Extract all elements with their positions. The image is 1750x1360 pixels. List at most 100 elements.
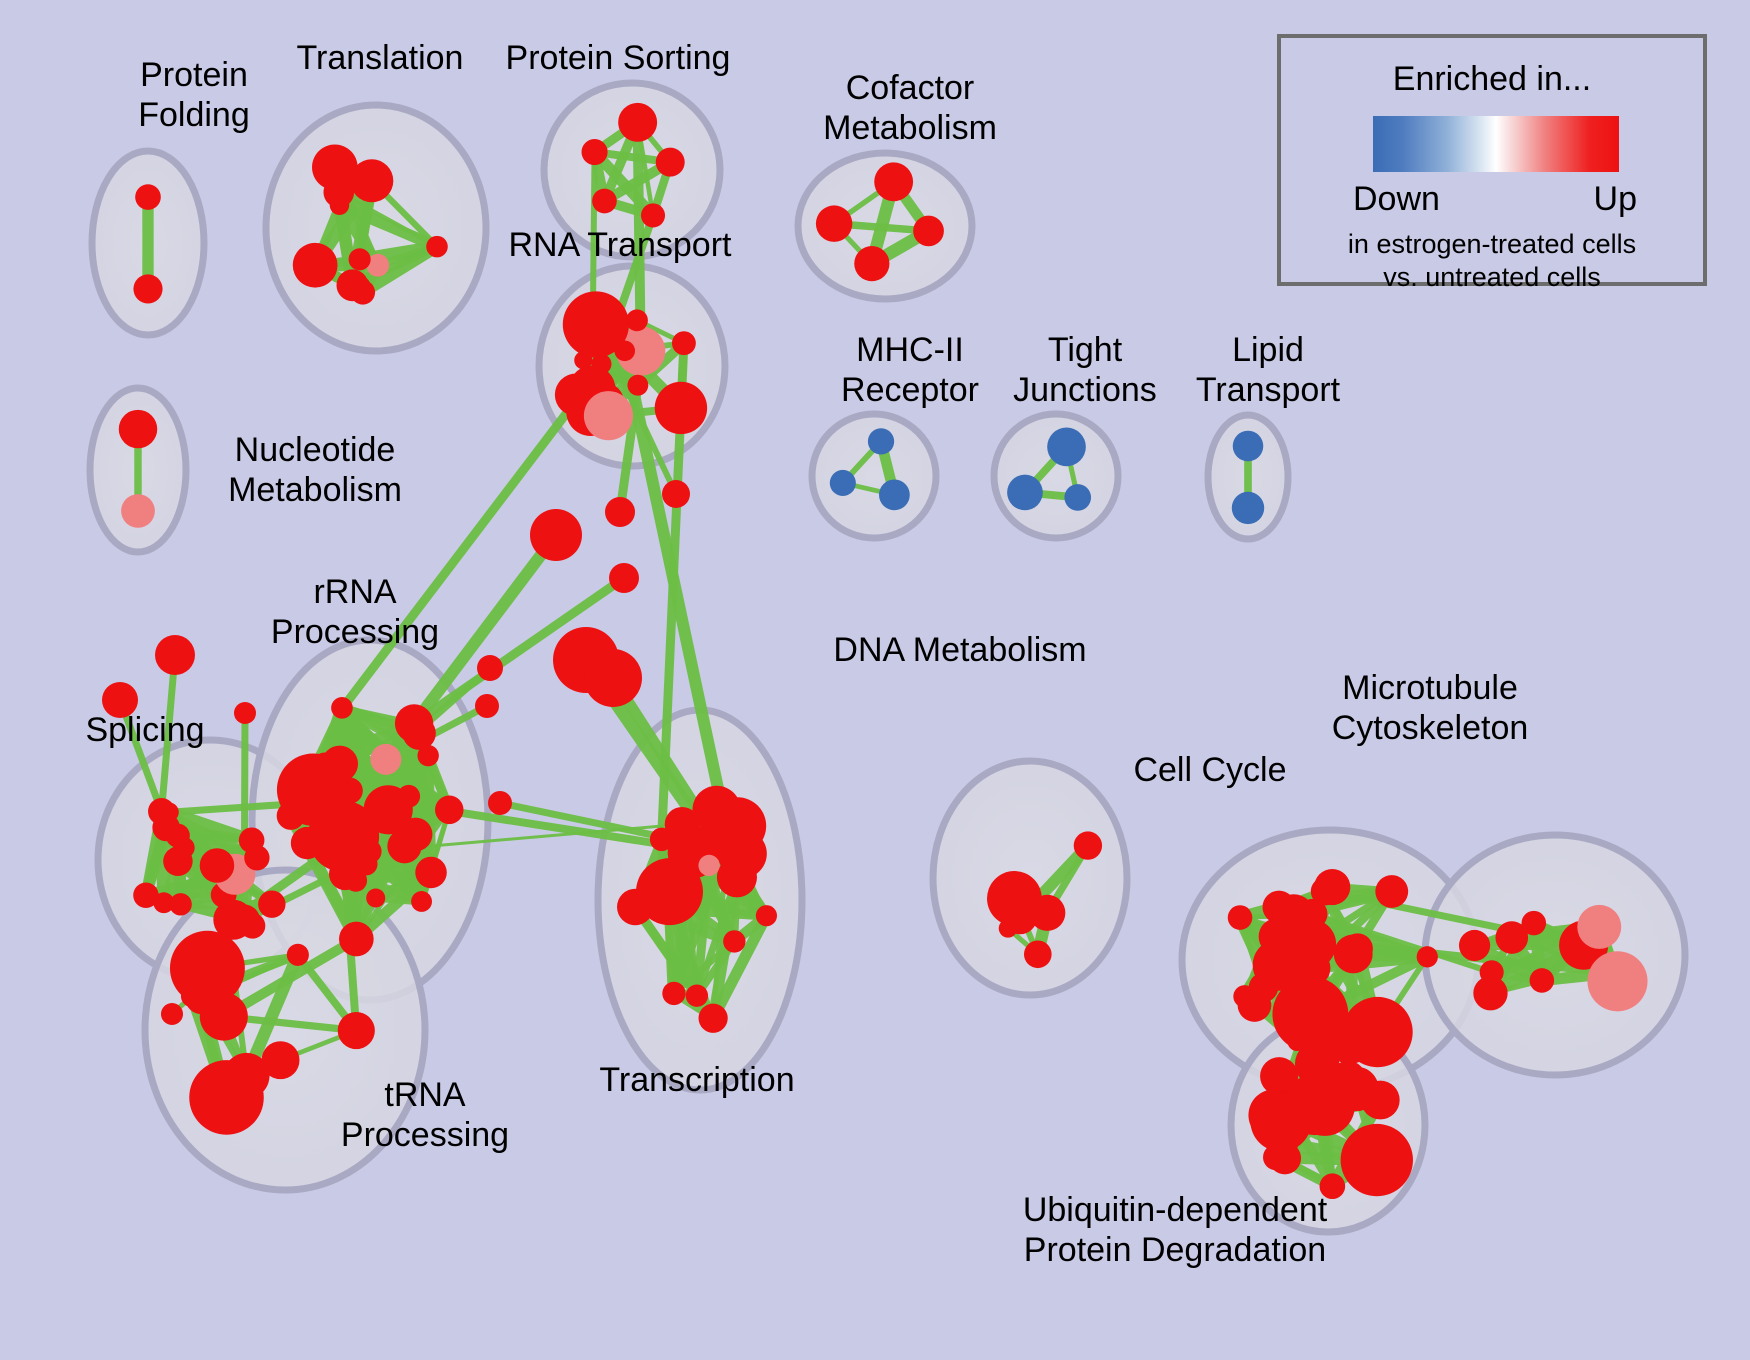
gene-set-node[interactable] (331, 697, 353, 719)
gene-set-node[interactable] (1319, 1173, 1346, 1200)
gene-set-node[interactable] (387, 829, 422, 864)
gene-set-node[interactable] (1073, 831, 1103, 860)
gene-set-node[interactable] (370, 743, 402, 775)
gene-set-node[interactable] (636, 858, 703, 926)
gene-set-node[interactable] (1064, 484, 1092, 511)
gene-set-node[interactable] (366, 888, 386, 908)
gene-set-node[interactable] (337, 1011, 375, 1050)
gene-set-node[interactable] (854, 246, 890, 282)
gene-set-node[interactable] (1333, 934, 1373, 974)
gene-set-node[interactable] (417, 744, 439, 767)
gene-set-node[interactable] (1047, 427, 1086, 467)
gene-set-node[interactable] (189, 1060, 264, 1135)
gene-set-node[interactable] (118, 409, 158, 449)
gene-set-node[interactable] (609, 563, 639, 593)
gene-set-node[interactable] (879, 479, 910, 511)
gene-set-node[interactable] (366, 253, 390, 277)
gene-set-node[interactable] (331, 798, 351, 818)
gene-set-node[interactable] (350, 159, 394, 203)
gene-set-node[interactable] (1495, 921, 1529, 954)
gene-set-node[interactable] (626, 309, 648, 332)
gene-set-node[interactable] (755, 905, 778, 927)
gene-set-node[interactable] (397, 784, 421, 808)
gene-set-node[interactable] (155, 635, 195, 675)
gene-set-node[interactable] (1529, 968, 1555, 993)
gene-set-node[interactable] (698, 854, 720, 877)
gene-set-node[interactable] (1232, 430, 1264, 462)
gene-set-node[interactable] (583, 391, 634, 441)
gene-set-node[interactable] (354, 852, 378, 876)
gene-set-node[interactable] (261, 1041, 300, 1080)
gene-set-node[interactable] (562, 291, 629, 358)
gene-set-node[interactable] (368, 791, 397, 821)
gene-set-node[interactable] (258, 890, 286, 918)
gene-set-node[interactable] (475, 694, 499, 718)
gene-set-node[interactable] (1340, 1123, 1413, 1197)
gene-set-node[interactable] (1252, 939, 1305, 991)
gene-set-node[interactable] (238, 827, 265, 854)
gene-set-node[interactable] (1479, 960, 1504, 985)
gene-set-node[interactable] (344, 869, 368, 892)
gene-set-node[interactable] (616, 326, 666, 376)
gene-set-node[interactable] (234, 702, 256, 724)
gene-set-node[interactable] (321, 745, 359, 783)
gene-set-node[interactable] (165, 823, 190, 848)
gene-set-node[interactable] (1248, 1089, 1301, 1142)
gene-set-node[interactable] (1416, 946, 1438, 968)
gene-set-node[interactable] (1314, 868, 1351, 906)
gene-set-node[interactable] (316, 825, 344, 852)
gene-set-node[interactable] (1029, 894, 1066, 931)
gene-set-node[interactable] (435, 795, 464, 825)
gene-set-node[interactable] (1473, 976, 1508, 1011)
gene-set-node[interactable] (102, 682, 138, 718)
gene-set-node[interactable] (426, 235, 448, 258)
gene-set-node[interactable] (1231, 491, 1265, 525)
gene-set-node[interactable] (323, 176, 355, 208)
gene-set-node[interactable] (627, 374, 649, 396)
gene-set-node[interactable] (286, 943, 309, 966)
gene-set-node[interactable] (199, 848, 235, 883)
gene-set-node[interactable] (1375, 875, 1409, 908)
gene-set-node[interactable] (133, 274, 163, 304)
gene-set-node[interactable] (348, 248, 371, 271)
gene-set-node[interactable] (336, 269, 369, 302)
gene-set-node[interactable] (708, 797, 767, 855)
gene-set-node[interactable] (654, 381, 708, 435)
gene-set-node[interactable] (530, 509, 582, 561)
gene-set-node[interactable] (913, 215, 944, 247)
gene-set-node[interactable] (662, 981, 686, 1006)
gene-set-node[interactable] (874, 162, 914, 202)
gene-set-node[interactable] (592, 188, 617, 214)
gene-set-node[interactable] (815, 205, 853, 242)
gene-set-node[interactable] (1329, 1060, 1367, 1098)
gene-set-node[interactable] (161, 1003, 183, 1025)
gene-set-node[interactable] (640, 203, 666, 228)
gene-set-node[interactable] (1272, 894, 1315, 937)
gene-set-node[interactable] (121, 494, 155, 528)
gene-set-node[interactable] (169, 930, 245, 1006)
gene-set-node[interactable] (1227, 905, 1253, 930)
gene-set-node[interactable] (671, 331, 696, 356)
gene-set-node[interactable] (1263, 1144, 1290, 1171)
gene-set-node[interactable] (662, 480, 690, 508)
gene-set-node[interactable] (411, 891, 432, 912)
gene-set-node[interactable] (415, 856, 447, 889)
gene-set-node[interactable] (685, 984, 709, 1007)
gene-set-node[interactable] (1023, 940, 1052, 969)
gene-set-node[interactable] (290, 826, 324, 860)
gene-set-node[interactable] (153, 892, 175, 914)
gene-set-node[interactable] (1458, 929, 1491, 962)
gene-set-node[interactable] (312, 144, 358, 191)
gene-set-node[interactable] (317, 788, 338, 809)
gene-set-node[interactable] (488, 791, 512, 815)
gene-set-node[interactable] (292, 242, 338, 288)
gene-set-node[interactable] (605, 497, 635, 527)
gene-set-node[interactable] (1260, 1057, 1299, 1096)
gene-set-node[interactable] (169, 893, 192, 916)
gene-set-node[interactable] (867, 428, 895, 455)
gene-set-node[interactable] (1587, 951, 1648, 1012)
gene-set-node[interactable] (336, 777, 363, 804)
gene-set-node[interactable] (829, 469, 856, 497)
gene-set-node[interactable] (1577, 904, 1622, 949)
gene-set-node[interactable] (1294, 1041, 1340, 1087)
